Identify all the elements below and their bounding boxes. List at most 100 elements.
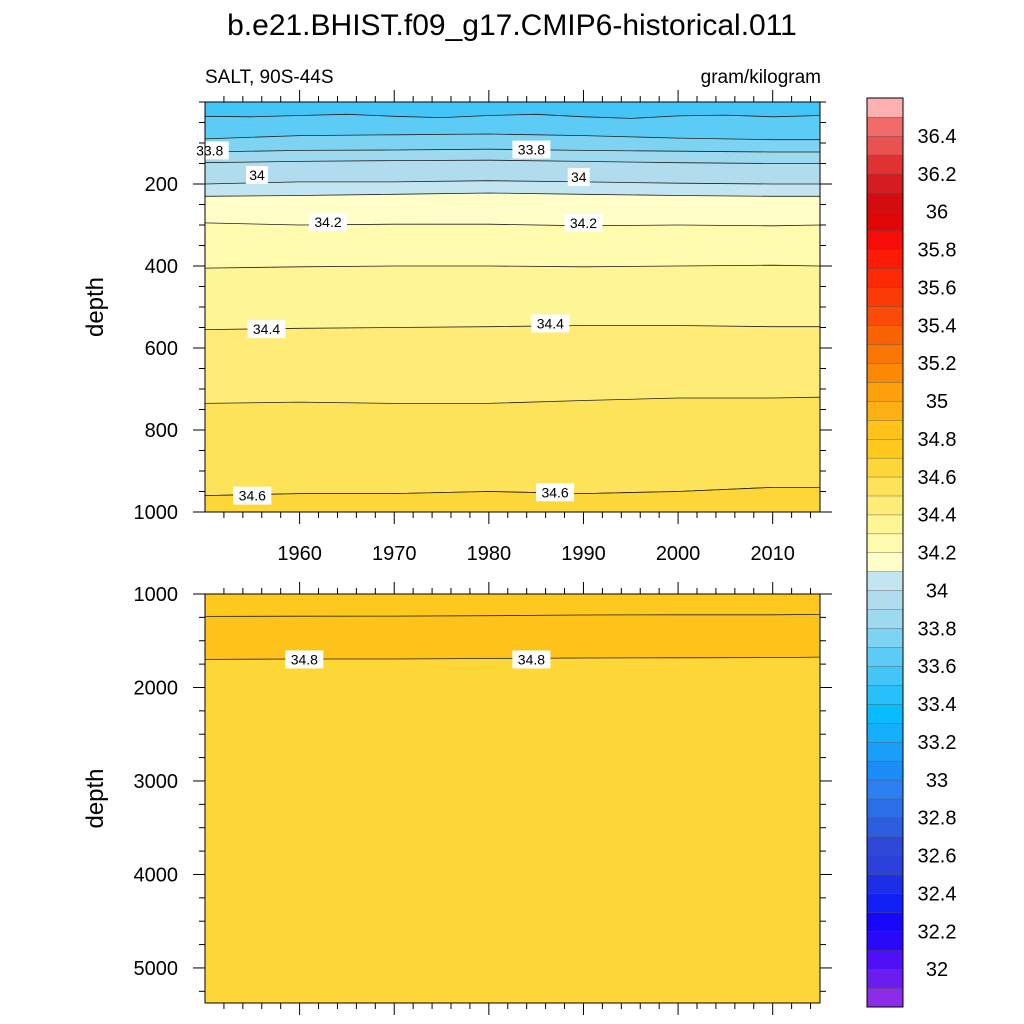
colorbar-swatch bbox=[866, 590, 904, 610]
colorbar-swatch bbox=[866, 855, 904, 875]
x-tick-label: 1970 bbox=[372, 543, 417, 565]
colorbar-swatch bbox=[866, 495, 904, 516]
y-tick-label: 4000 bbox=[134, 864, 179, 886]
colorbar-swatch bbox=[866, 211, 904, 232]
colorbar-tick-label: 32.6 bbox=[918, 846, 957, 868]
band-fill-33.6 bbox=[205, 102, 820, 119]
contour-label-box bbox=[531, 314, 570, 333]
colorbar-swatch bbox=[866, 230, 904, 250]
colorbar-swatch bbox=[866, 798, 904, 819]
colorbar-swatch bbox=[866, 306, 904, 326]
colorbar-swatch bbox=[866, 381, 904, 402]
colorbar-swatch bbox=[866, 249, 904, 269]
deep-band-fill bbox=[205, 487, 820, 512]
colorbar-swatch bbox=[866, 968, 904, 989]
colorbar-swatch bbox=[866, 192, 904, 213]
y-tick-label: 400 bbox=[145, 256, 178, 278]
contour-label-box bbox=[567, 168, 590, 187]
colorbar-swatch bbox=[866, 779, 904, 800]
variable-label: SALT, 90S-44S bbox=[205, 67, 334, 88]
colorbar-swatch bbox=[866, 325, 904, 345]
lower-frame bbox=[204, 593, 821, 1004]
colorbar-swatch bbox=[866, 949, 904, 970]
y-tick-label: 3000 bbox=[134, 771, 179, 793]
colorbar-tick-label: 32.4 bbox=[918, 883, 957, 905]
y-tick-label: 1000 bbox=[134, 584, 179, 606]
colorbar-swatch bbox=[866, 135, 904, 156]
colorbar-swatch bbox=[866, 173, 904, 194]
contour-label-box bbox=[246, 165, 269, 184]
colorbar-swatch bbox=[866, 646, 904, 667]
colorbar-swatch bbox=[866, 476, 904, 497]
x-tick-label: 1960 bbox=[277, 543, 322, 565]
contour-label: 34.2 bbox=[570, 215, 597, 231]
colorbar-swatch bbox=[866, 97, 904, 118]
colorbar-tick-label: 35.2 bbox=[918, 353, 957, 375]
colorbar-swatch bbox=[866, 571, 904, 591]
figure-title: b.e21.BHIST.f09_g17.CMIP6-historical.011 bbox=[227, 9, 797, 42]
x-tick-label: 2000 bbox=[656, 543, 701, 565]
colorbar-swatch bbox=[866, 628, 904, 648]
colorbar-swatch bbox=[866, 912, 904, 932]
colorbar-tick-label: 35.6 bbox=[918, 277, 957, 299]
contour-label: 34 bbox=[571, 169, 587, 185]
band-fill-34.7 bbox=[205, 594, 820, 617]
upper-panel: 33.8 33.8 34 34 34.2 34.2 34.4 34.4 34.6 34.6 200 4… bbox=[82, 90, 832, 524]
colorbar-swatch bbox=[866, 836, 904, 856]
colorbar-swatch bbox=[866, 722, 904, 743]
contour-line-33.6 bbox=[204, 113, 821, 119]
colorbar-swatch bbox=[866, 665, 904, 686]
contour-label: 33.8 bbox=[196, 142, 223, 158]
colorbar-tick-label: 33.4 bbox=[918, 694, 957, 716]
colorbar-tick-label: 36 bbox=[926, 202, 948, 224]
colorbar-swatch bbox=[866, 287, 904, 307]
colorbar-tick-label: 32 bbox=[926, 959, 948, 981]
contour-label: 34.8 bbox=[291, 651, 318, 667]
colorbar-tick-label: 36.2 bbox=[918, 164, 957, 186]
contour-line-34.5 bbox=[204, 396, 821, 404]
contour-label-box bbox=[536, 483, 575, 502]
y-tick-label: 5000 bbox=[134, 958, 179, 980]
colorbar-swatch bbox=[866, 362, 904, 383]
contour-label-box bbox=[512, 650, 551, 669]
contour-label-box bbox=[512, 140, 551, 159]
y-axis-label: depth bbox=[82, 277, 109, 337]
contour-line-34 bbox=[204, 180, 820, 185]
contour-line-33.7 bbox=[204, 133, 820, 141]
y-axis-label: depth bbox=[82, 768, 109, 828]
contour-label-box bbox=[233, 486, 272, 505]
colorbar-swatch bbox=[866, 703, 904, 724]
colorbar-tick-label: 35.8 bbox=[918, 240, 957, 262]
colorbar-tick-label: 32.8 bbox=[918, 808, 957, 830]
colorbar-swatch bbox=[866, 874, 904, 894]
units-label: gram/kilogram bbox=[701, 67, 821, 88]
colorbar-swatch bbox=[866, 533, 904, 553]
colorbar-swatch bbox=[866, 931, 904, 951]
colorbar-tick-label: 34.4 bbox=[918, 505, 957, 527]
contour-line-34.1 bbox=[204, 192, 820, 197]
colorbar-swatch bbox=[866, 760, 904, 781]
y-tick-label: 2000 bbox=[134, 677, 179, 699]
colorbar-frame bbox=[866, 97, 904, 1008]
y-tick-label: 200 bbox=[145, 174, 178, 196]
contour-label-box bbox=[309, 213, 347, 232]
colorbar-swatch bbox=[866, 987, 904, 1008]
colorbar-tick-label: 34.8 bbox=[918, 429, 957, 451]
contour-label: 34.6 bbox=[239, 488, 266, 504]
colorbar-swatch bbox=[866, 684, 904, 705]
x-tick-label: 1980 bbox=[467, 543, 512, 565]
colorbar-tick-label: 34.2 bbox=[918, 543, 957, 565]
colorbar-tick-label: 33.2 bbox=[918, 732, 957, 754]
colorbar-swatch bbox=[866, 268, 904, 288]
colorbar: 32 32.2 32.4 32.6 32.8 33 33.2 33.4 33.6 33.8 34 34… bbox=[866, 97, 957, 1008]
colorbar-tick-label: 35 bbox=[926, 391, 948, 413]
y-tick-label: 600 bbox=[145, 338, 178, 360]
colorbar-tick-label: 34.6 bbox=[918, 467, 957, 489]
contour-label: 34.4 bbox=[253, 321, 280, 337]
colorbar-swatch bbox=[866, 552, 904, 572]
colorbar-swatch bbox=[866, 893, 904, 913]
contour-label: 34.6 bbox=[541, 484, 568, 500]
colorbar-swatch bbox=[866, 514, 904, 535]
colorbar-tick-label: 33.8 bbox=[918, 618, 957, 640]
